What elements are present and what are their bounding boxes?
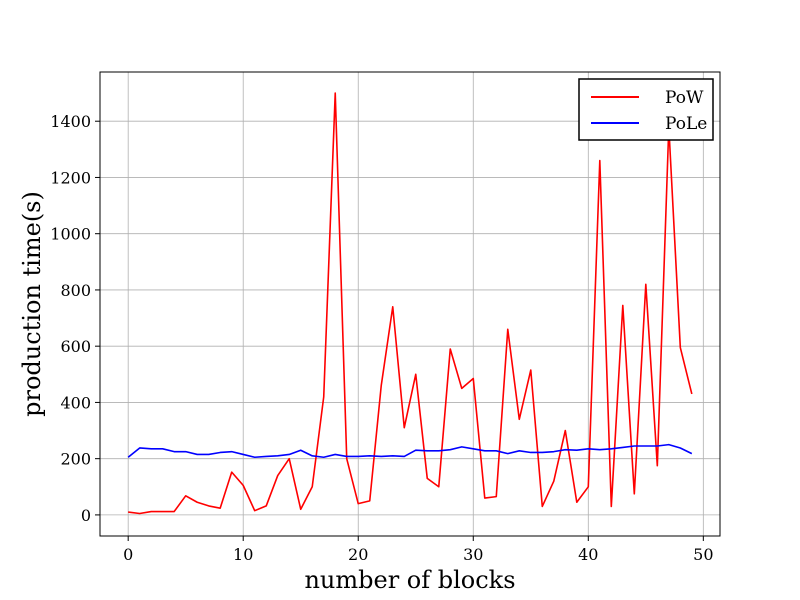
y-tick-label: 1200 <box>50 168 91 187</box>
x-tick-label: 0 <box>123 545 133 564</box>
x-tick-label: 50 <box>693 545 713 564</box>
y-tick-label: 400 <box>60 393 91 412</box>
y-tick-label: 1400 <box>50 112 91 131</box>
legend: PoW PoLe <box>578 78 714 141</box>
x-tick-label: 10 <box>233 545 253 564</box>
legend-label-pole: PoLe <box>665 114 707 134</box>
y-tick-label: 0 <box>81 506 91 525</box>
axis-ticks: 0 10 20 30 40 50 0 200 400 600 800 1000 1200 1400 <box>50 112 713 564</box>
y-tick-label: 1000 <box>50 225 91 244</box>
y-tick-label: 600 <box>60 337 91 356</box>
x-tick-label: 30 <box>463 545 483 564</box>
x-axis-label: number of blocks <box>304 566 515 594</box>
y-axis-label: production time(s) <box>18 191 46 417</box>
series-layer <box>127 92 693 515</box>
y-tick-label: 200 <box>60 450 91 469</box>
x-tick-label: 20 <box>348 545 368 564</box>
legend-label-pow: PoW <box>665 88 704 108</box>
y-tick-label: 800 <box>60 281 91 300</box>
grid <box>100 72 720 536</box>
series-line-pole <box>127 443 693 459</box>
plot-frame <box>99 71 721 537</box>
x-tick-label: 40 <box>578 545 598 564</box>
series-line-pow <box>128 92 693 515</box>
legend-box <box>578 78 714 141</box>
